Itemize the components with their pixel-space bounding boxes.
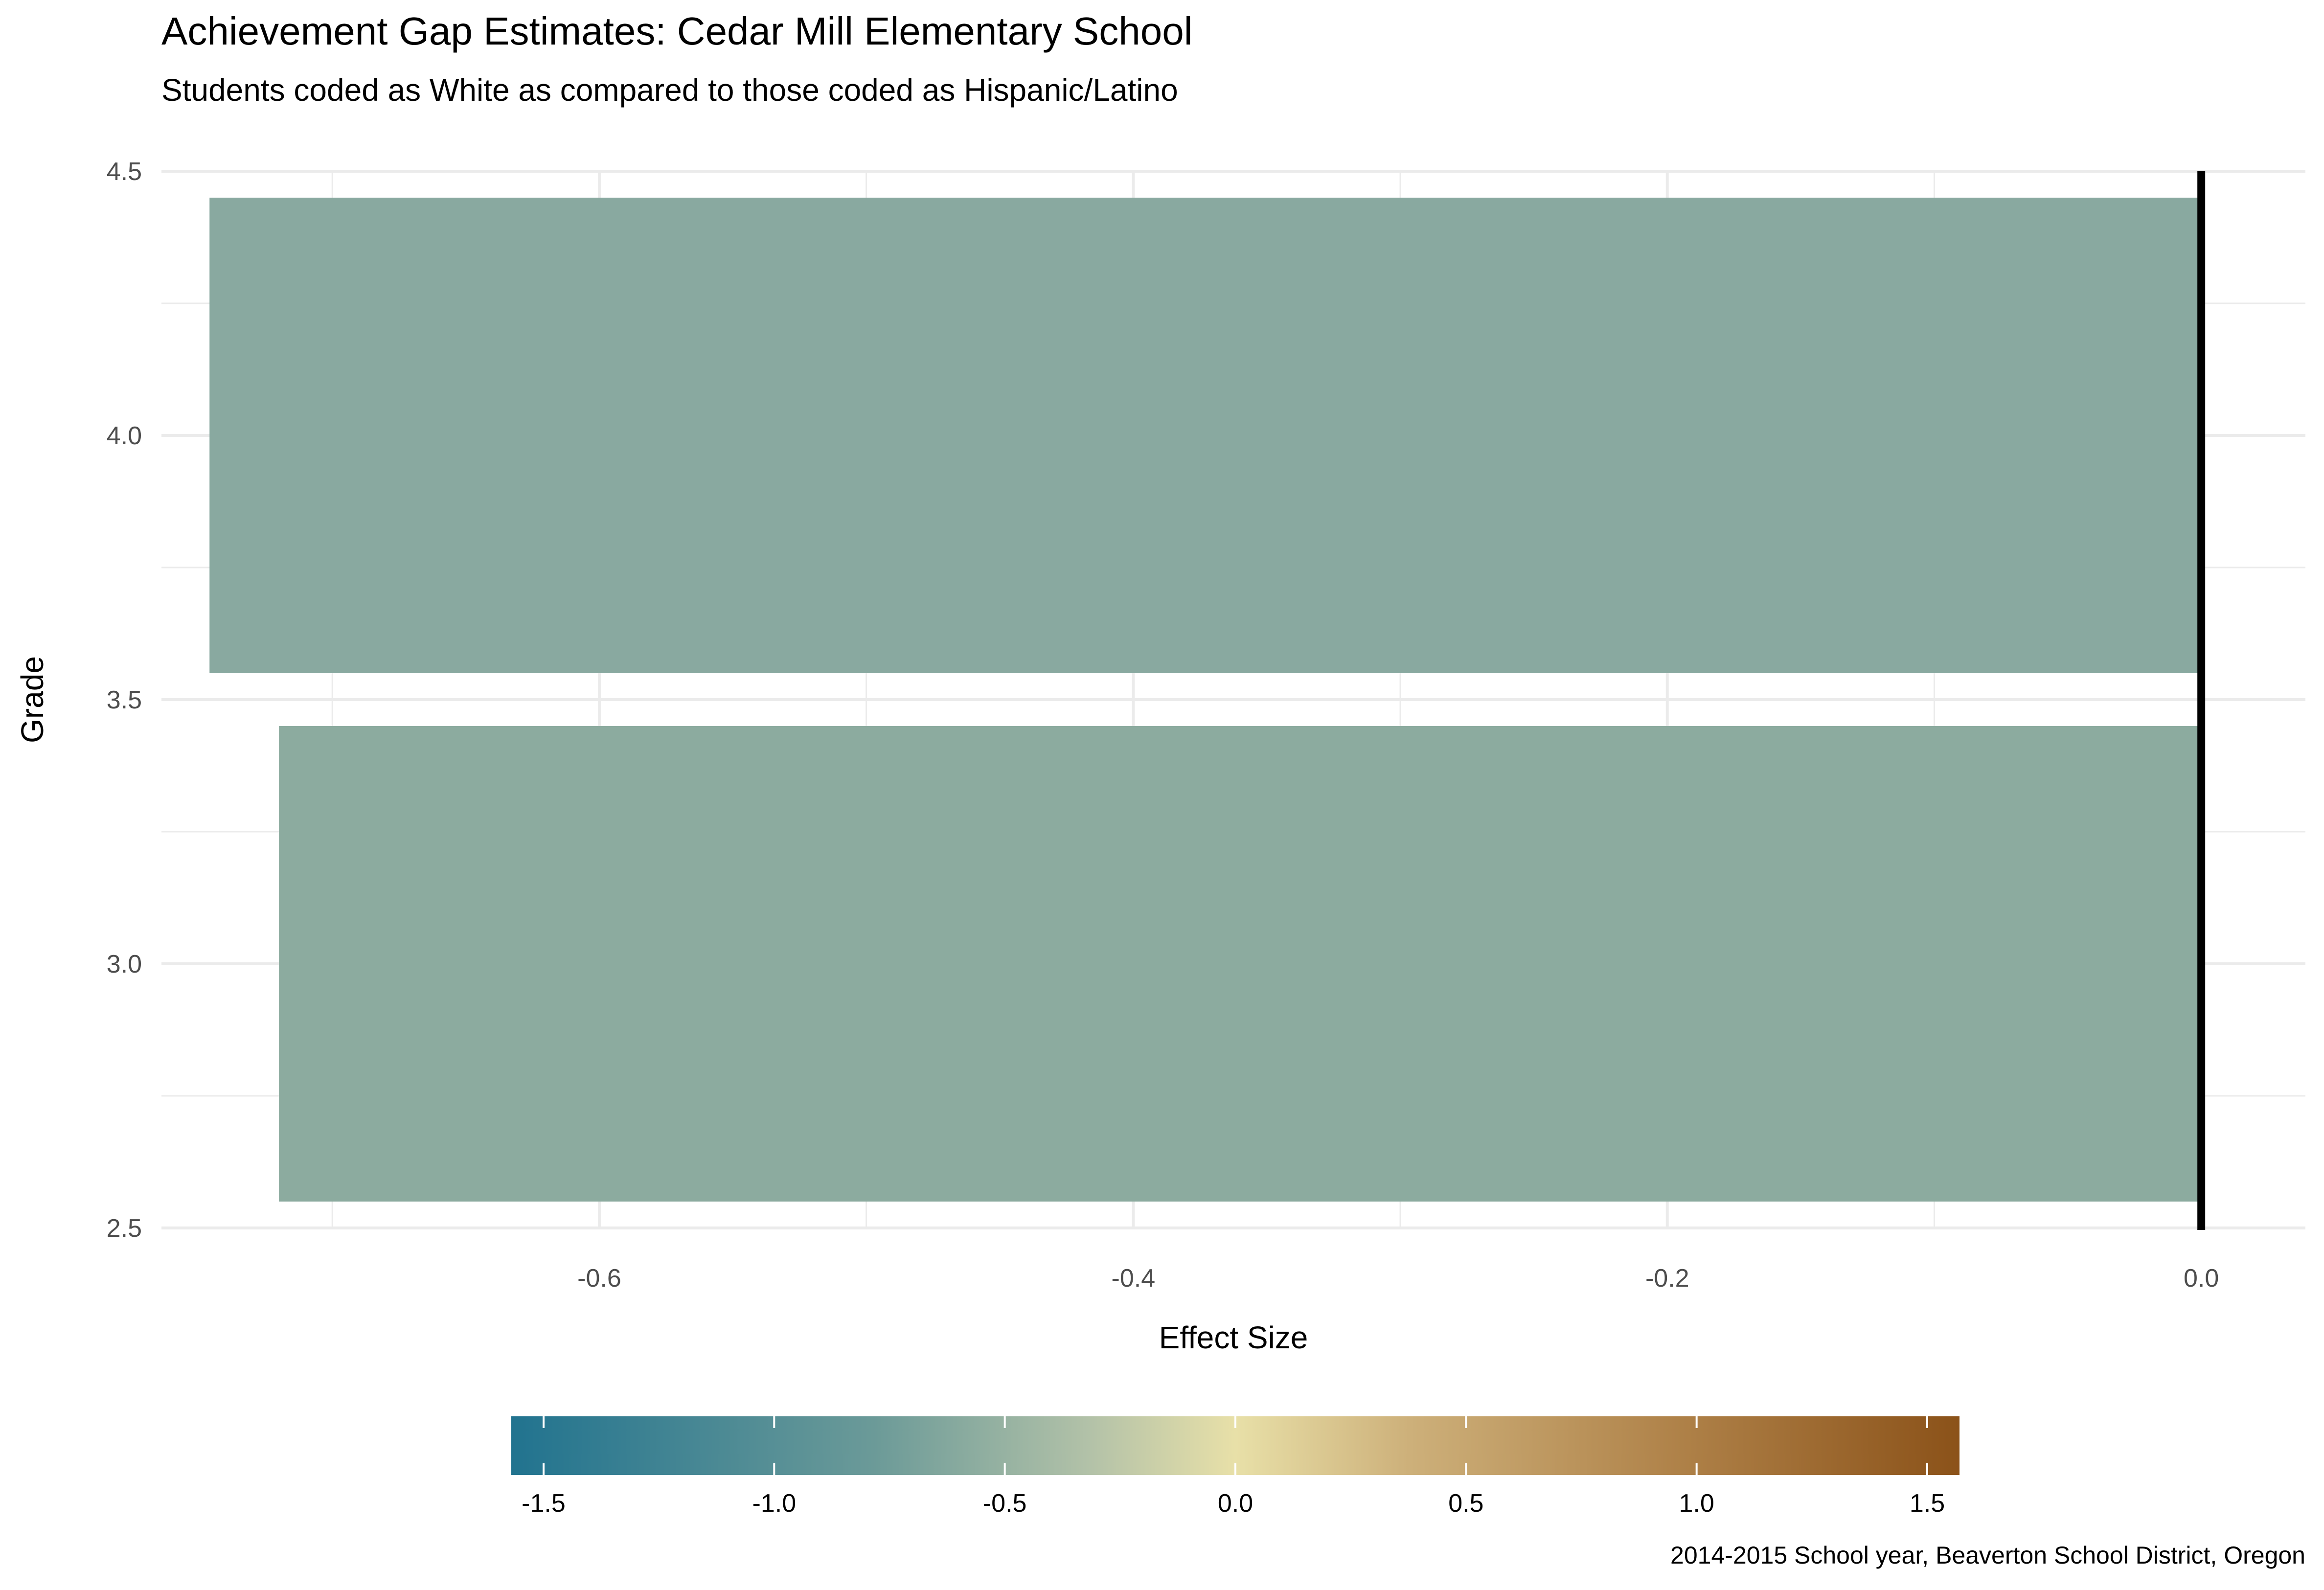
legend-tick-label: 1.5	[1910, 1489, 1945, 1518]
x-tick-label: -0.2	[1645, 1264, 1689, 1293]
chart-caption: 2014-2015 School year, Beaverton School …	[1670, 1542, 2305, 1569]
x-tick-label: 0.0	[2184, 1264, 2219, 1293]
bar-grade-3	[279, 726, 2202, 1202]
y-axis-ticks: 2.5 3.0 3.5 4.0 4.5	[107, 158, 142, 1243]
legend-tick-label: 1.0	[1679, 1489, 1714, 1518]
legend-tick-label: -1.0	[752, 1489, 797, 1518]
y-tick-label: 3.0	[107, 950, 142, 978]
x-tick-label: -0.4	[1112, 1264, 1156, 1293]
y-tick-label: 3.5	[107, 686, 142, 714]
bar-grade-4	[209, 198, 2202, 673]
x-tick-label: -0.6	[577, 1264, 621, 1293]
legend-tick-label: -1.5	[522, 1489, 566, 1518]
bars	[209, 198, 2202, 1202]
legend-tick-label: -0.5	[983, 1489, 1027, 1518]
x-axis-ticks: -0.6 -0.4 -0.2 0.0	[577, 1264, 2219, 1293]
x-axis-title: Effect Size	[1159, 1320, 1308, 1355]
legend-tick-label: 0.5	[1448, 1489, 1483, 1518]
chart-subtitle: Students coded as White as compared to t…	[161, 72, 1178, 108]
chart-title: Achievement Gap Estimates: Cedar Mill El…	[161, 9, 1193, 53]
y-axis-title: Grade	[15, 656, 50, 743]
y-tick-label: 4.5	[107, 158, 142, 186]
y-tick-label: 2.5	[107, 1214, 142, 1243]
legend-tick-label: 0.0	[1218, 1489, 1253, 1518]
legend-ticks: -1.5 -1.0 -0.5 0.0 0.5 1.0 1.5	[522, 1416, 1945, 1518]
color-legend: -1.5 -1.0 -0.5 0.0 0.5 1.0 1.5	[511, 1416, 1959, 1518]
y-tick-label: 4.0	[107, 422, 142, 450]
